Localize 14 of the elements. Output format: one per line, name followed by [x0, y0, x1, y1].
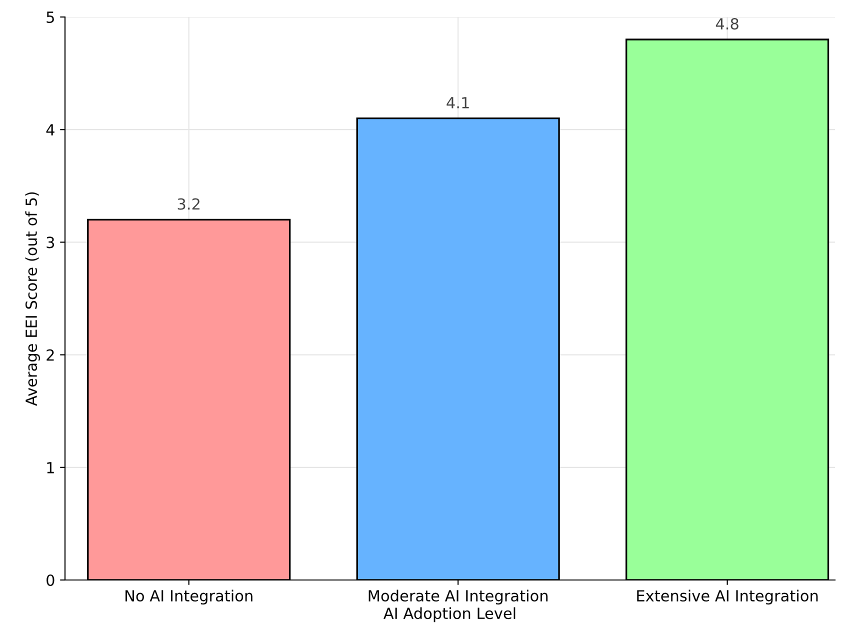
y-axis-title: Average EEI Score (out of 5) [25, 192, 40, 406]
data-label: 3.2 [178, 198, 200, 210]
x-tick-label: Extensive AI Integration [637, 590, 818, 605]
y-tick-label: 2 [46, 349, 54, 361]
y-tick-label: 5 [46, 12, 54, 24]
x-tick-label: No AI Integration [126, 590, 252, 605]
x-axis-title: AI Adoption Level [384, 607, 516, 622]
y-tick-label: 3 [46, 236, 54, 248]
y-tick-label: 4 [46, 124, 54, 136]
data-label: 4.8 [716, 18, 738, 30]
y-tick-label: 0 [46, 574, 54, 586]
data-label: 4.1 [446, 97, 469, 108]
y-tick-label: 1 [47, 462, 54, 474]
x-tick-label: Moderate AI Integration [368, 590, 548, 605]
